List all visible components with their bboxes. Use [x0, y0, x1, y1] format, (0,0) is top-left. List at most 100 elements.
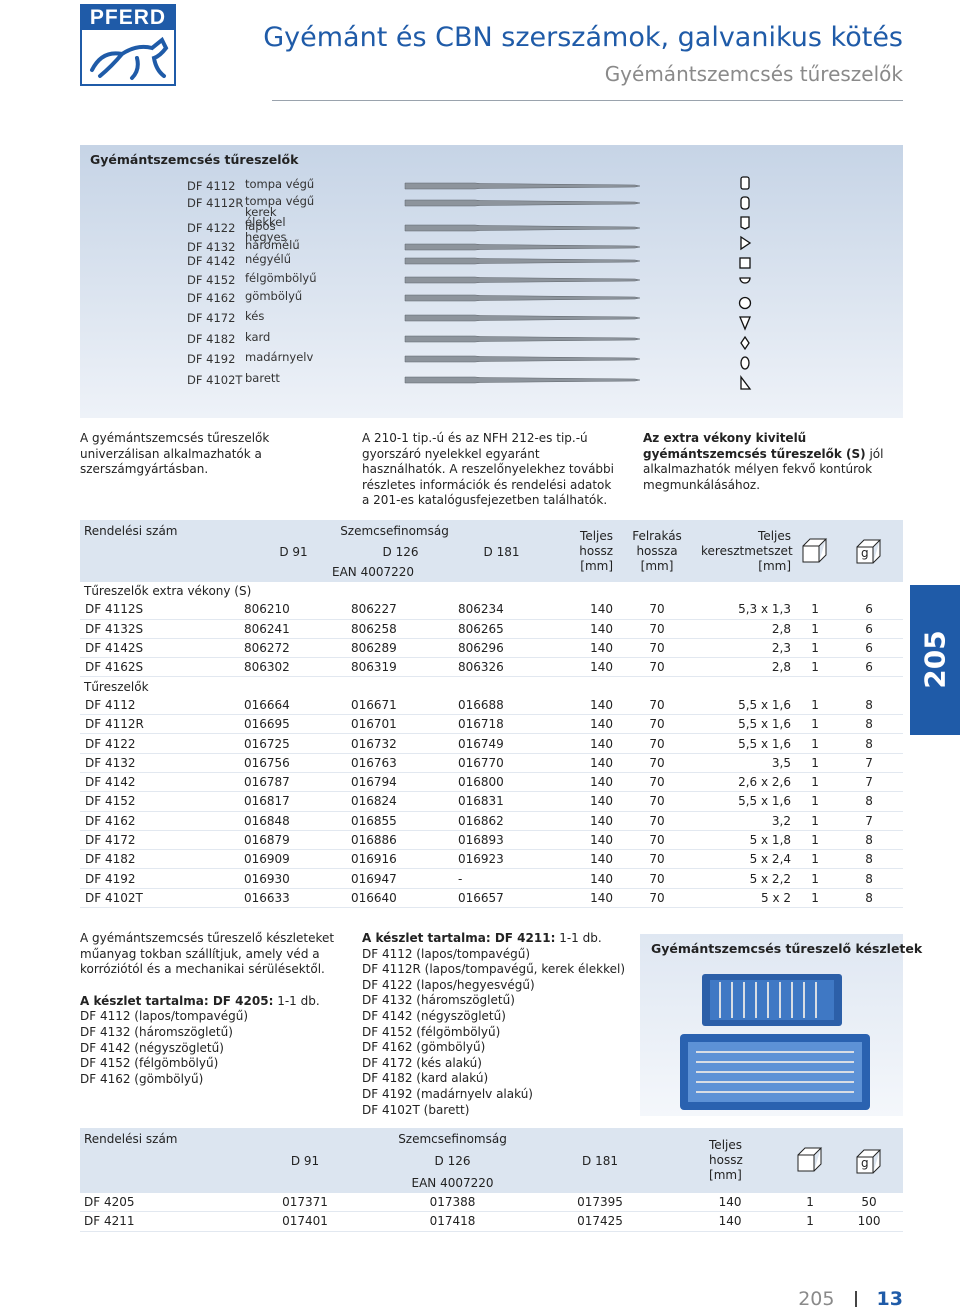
table-cell: 016633: [240, 888, 347, 909]
table-cell: DF 4132: [80, 753, 240, 773]
section-row: Tűreszelők: [80, 677, 903, 696]
table-cell: 3,2: [697, 811, 796, 831]
table-cell: 016855: [347, 811, 454, 831]
file-code: DF 4112: [187, 179, 236, 193]
table-cell: 140: [675, 1211, 786, 1232]
side-tab-label: 205: [918, 630, 952, 689]
table-row: DF 4112S 806210 806227 806234 140 70 5,3 x 1,3…: [80, 600, 904, 620]
file-illustration: [404, 199, 641, 207]
table-cell: 70: [617, 714, 698, 735]
kit-item: DF 4132 (háromszögletű): [80, 1024, 233, 1039]
table-cell: DF 4132S: [80, 619, 240, 639]
set-order-table: Rendelési szám Szemcsefinomság Teljes ho…: [80, 1128, 904, 1232]
table-cell: 140: [549, 849, 618, 870]
table-cell: 016671: [347, 695, 454, 716]
table-cell: 140: [549, 753, 618, 773]
table-cell: 016657: [454, 888, 550, 909]
profile-icon: [738, 296, 752, 310]
table-cell: 140: [549, 830, 618, 851]
table-cell: 806319: [347, 657, 454, 678]
table-cell: DF 4112: [80, 695, 240, 716]
table-cell: 8: [835, 714, 904, 735]
section-title: Tűreszelők: [84, 679, 149, 694]
table-cell: 016817: [240, 791, 347, 812]
table-cell: 70: [617, 791, 698, 812]
table-cell: 017395: [525, 1193, 676, 1213]
pack-icon: [797, 1147, 823, 1172]
table-row: DF 4211 017401 017418 017425 140 1 100: [80, 1211, 904, 1232]
file-illustration: [404, 294, 641, 302]
table-cell: 5 x 2,2: [697, 868, 796, 889]
table-cell: 017388: [380, 1193, 525, 1213]
header-grit: Szemcsefinomság: [230, 1128, 676, 1150]
kit2-list: DF 4112 (lapos/tompavégű) DF 4112R (lapos…: [362, 947, 632, 1119]
table-cell: 8: [835, 868, 904, 889]
kit1-heading: A készlet tartalma: DF 4205: 1-1 db.: [80, 994, 342, 1010]
set-image: [680, 974, 870, 1110]
table-cell: 016640: [347, 888, 454, 909]
header-grit: Szemcsefinomság: [240, 520, 550, 541]
table-cell: 806234: [454, 600, 550, 620]
table-cell: 1: [795, 868, 836, 889]
table-cell: 1: [795, 638, 836, 659]
file-code: DF 4132: [187, 240, 236, 254]
table-cell: 8: [835, 695, 904, 716]
sets-col2: A készlet tartalma: DF 4211: 1-1 db. DF …: [362, 931, 632, 1118]
table-cell: 1: [785, 1193, 836, 1213]
header-code: Rendelési szám: [80, 1128, 230, 1150]
file-illustration: [404, 243, 641, 251]
table-cell: 100: [835, 1211, 904, 1232]
file-name: négyélű: [245, 252, 292, 266]
table-cell: 8: [835, 849, 904, 870]
kit-item: DF 4102T (barett): [362, 1102, 470, 1117]
table-cell: 017418: [380, 1211, 525, 1232]
table-cell: 140: [549, 772, 618, 793]
file-name: háromélű: [245, 238, 300, 252]
table-cell: 806241: [240, 619, 347, 639]
table-cell: 7: [835, 772, 904, 793]
weight-icon: [856, 1149, 882, 1173]
table-cell: 016725: [240, 733, 347, 754]
profile-icon: [739, 316, 751, 331]
file-name: félgömbölyű: [245, 271, 317, 285]
file-illustration: [404, 276, 641, 284]
table-cell: 1: [795, 830, 836, 851]
table-cell: 5,5 x 1,6: [697, 791, 796, 812]
footer-divider: [854, 1291, 857, 1307]
kit-item: DF 4152 (félgömbölyű): [362, 1024, 501, 1039]
table-cell: DF 4172: [80, 830, 240, 851]
profile-icon: [740, 375, 752, 390]
panel-graphics: [404, 176, 752, 390]
table-cell: DF 4205: [80, 1193, 230, 1213]
table-cell: 016848: [240, 811, 347, 831]
weight-label: g: [861, 546, 869, 560]
kit1-list: DF 4112 (lapos/tompavégű) DF 4132 (hároms…: [80, 1009, 342, 1087]
table-cell: 1: [795, 657, 836, 678]
table-cell: 70: [617, 772, 698, 793]
logo-text: PFERD: [82, 6, 174, 30]
table-cell: 70: [617, 619, 698, 639]
file-illustration: [404, 182, 641, 190]
product-panel: Gyémántszemcsés tűreszelők DF 4112 tompa …: [80, 145, 903, 418]
table-cell: DF 4162S: [80, 657, 240, 678]
kit-item: DF 4162 (gömbölyű): [362, 1040, 486, 1055]
table-cell: 6: [835, 619, 904, 639]
table-cell: 806302: [240, 657, 347, 678]
table-row: DF 4162S 806302 806319 806326 140 70 2,8 1 6: [80, 657, 904, 678]
file-code: DF 4182: [187, 332, 236, 346]
page-title: Gyémánt és CBN szerszámok, galvanikus kö…: [263, 22, 903, 53]
table-cell: 70: [617, 657, 698, 678]
table-cell: 806258: [347, 619, 454, 639]
table-cell: 1: [795, 753, 836, 773]
file-name: tompa végű: [245, 177, 315, 191]
table-cell: DF 4122: [80, 733, 240, 754]
table-cell: 50: [835, 1193, 904, 1213]
table-cell: 2,3: [697, 638, 796, 659]
profile-icon: [739, 277, 751, 284]
table-cell: 1: [795, 714, 836, 735]
table-cell: 017425: [525, 1211, 676, 1232]
file-code: DF 4172: [187, 311, 236, 325]
header-d181: D 181: [525, 1150, 676, 1172]
